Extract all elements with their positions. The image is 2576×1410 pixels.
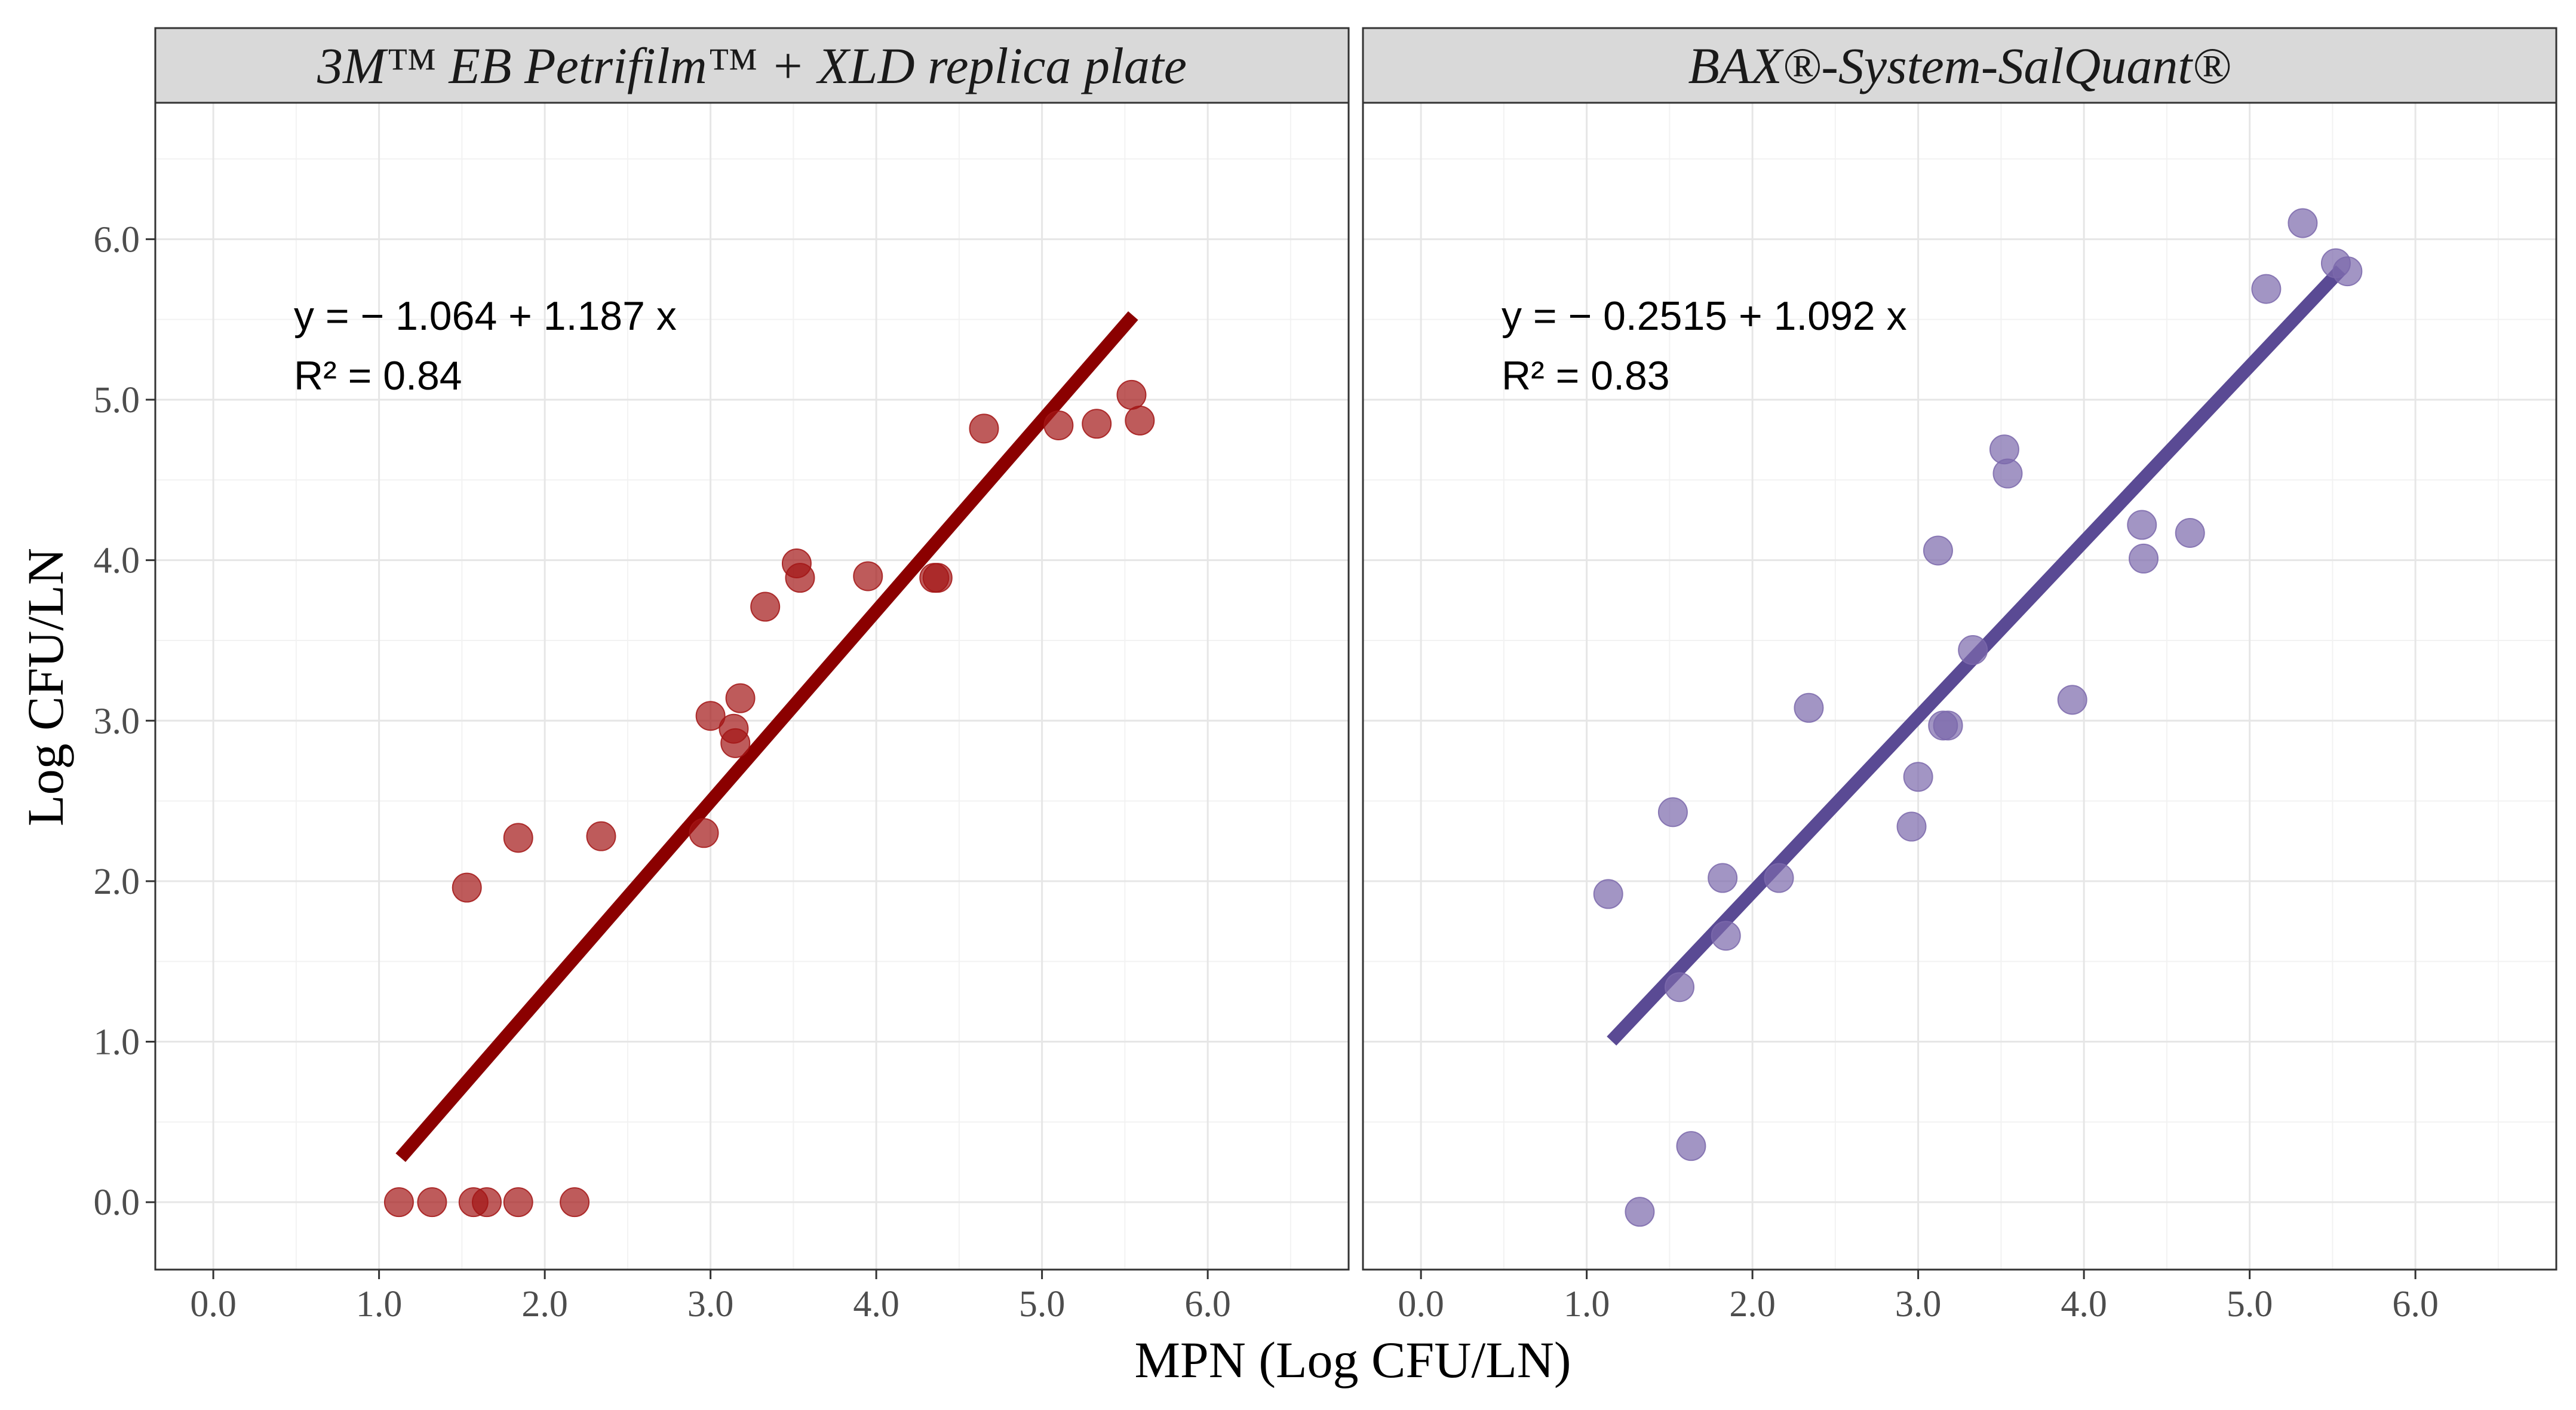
equation-label: y = − 0.2515 + 1.092 x xyxy=(1502,293,1907,339)
facet-strip xyxy=(1362,27,2557,104)
data-point xyxy=(452,872,482,903)
data-point xyxy=(1992,458,2023,489)
r-squared-label: R² = 0.83 xyxy=(1502,353,1670,399)
data-point xyxy=(1125,405,1155,436)
x-tick-label: 6.0 xyxy=(1184,1284,1231,1325)
x-tick-label: 0.0 xyxy=(1398,1284,1444,1325)
x-tick-label: 3.0 xyxy=(1895,1284,1942,1325)
data-point xyxy=(560,1187,590,1218)
panel-1: 0.0 1.0 2.0 3.0 4.0 5.0 6.0 0.0 1.0 2.0 3.0 4.0 5.0 6… xyxy=(94,27,1350,1325)
data-point xyxy=(2057,685,2087,715)
data-point xyxy=(1958,635,1988,666)
x-tick-label: 2.0 xyxy=(1729,1284,1776,1325)
data-point xyxy=(1711,921,1741,951)
regression-line xyxy=(395,311,1138,1162)
x-axis-label: MPN (Log CFU/LN) xyxy=(1134,1331,1571,1388)
data-point xyxy=(785,563,815,593)
plot-area xyxy=(1363,103,2556,1270)
data-point xyxy=(1708,863,1738,893)
data-point xyxy=(417,1187,447,1218)
data-point xyxy=(1082,409,1112,439)
data-point xyxy=(1933,710,1963,741)
data-point xyxy=(503,1187,533,1218)
data-point xyxy=(1923,535,1953,566)
data-point xyxy=(1903,762,1933,792)
x-tick-label: 1.0 xyxy=(1564,1284,1610,1325)
y-tick-label: 6.0 xyxy=(94,219,140,260)
data-point xyxy=(853,561,883,591)
data-point xyxy=(1665,972,1695,1003)
x-tick-label: 4.0 xyxy=(853,1284,899,1325)
data-point xyxy=(2332,256,2363,287)
data-point xyxy=(2175,517,2205,548)
y-tick-label: 1.0 xyxy=(94,1022,140,1063)
facet-title: BAX®-System-SalQuant® xyxy=(1688,37,2231,94)
x-tick-label: 3.0 xyxy=(687,1284,734,1325)
data-point xyxy=(1625,1197,1655,1227)
x-tick-label: 4.0 xyxy=(2061,1284,2107,1325)
y-axis-label: Log CFU/LN xyxy=(17,548,74,826)
panel-2: 0.0 1.0 2.0 3.0 4.0 5.0 6.0 y = − 0.2515 + 1.09… xyxy=(1362,27,2557,1325)
data-point xyxy=(922,563,953,593)
data-point xyxy=(689,818,719,848)
data-point xyxy=(1116,379,1147,410)
x-tick-label: 1.0 xyxy=(356,1284,403,1325)
data-point xyxy=(472,1187,502,1218)
data-point xyxy=(2127,510,2157,540)
plot-area xyxy=(155,103,1349,1270)
y-tick-label: 4.0 xyxy=(94,541,140,581)
data-point xyxy=(2251,274,2282,304)
data-point xyxy=(586,821,616,851)
x-tick-label: 5.0 xyxy=(2227,1284,2273,1325)
data-point xyxy=(503,823,533,853)
data-point xyxy=(2288,208,2318,238)
data-point xyxy=(969,413,999,444)
facet-strip xyxy=(154,27,1350,104)
data-point xyxy=(1896,811,1927,842)
x-tick-label: 2.0 xyxy=(521,1284,568,1325)
data-point xyxy=(2129,543,2159,574)
x-tick-label: 0.0 xyxy=(190,1284,237,1325)
y-tick-label: 5.0 xyxy=(94,380,140,421)
equation-label: y = − 1.064 + 1.187 x xyxy=(294,293,677,339)
facet-title: 3M™ EB Petrifilm™ + XLD replica plate xyxy=(317,37,1187,94)
data-point xyxy=(720,728,751,758)
data-point xyxy=(1764,863,1794,893)
data-point xyxy=(383,1187,414,1218)
y-tick-label: 3.0 xyxy=(94,701,140,741)
x-tick-label: 5.0 xyxy=(1019,1284,1066,1325)
data-point xyxy=(750,591,781,622)
y-tick-label: 2.0 xyxy=(94,862,140,902)
data-point xyxy=(1043,410,1074,440)
y-tick-label: 0.0 xyxy=(94,1182,140,1223)
data-point xyxy=(695,701,726,731)
data-point xyxy=(1676,1131,1706,1161)
data-point xyxy=(725,683,756,713)
data-point xyxy=(1593,879,1623,909)
x-tick-label: 6.0 xyxy=(2392,1284,2439,1325)
r-squared-label: R² = 0.84 xyxy=(294,353,462,399)
data-point xyxy=(1657,797,1688,827)
data-point xyxy=(1794,692,1824,723)
